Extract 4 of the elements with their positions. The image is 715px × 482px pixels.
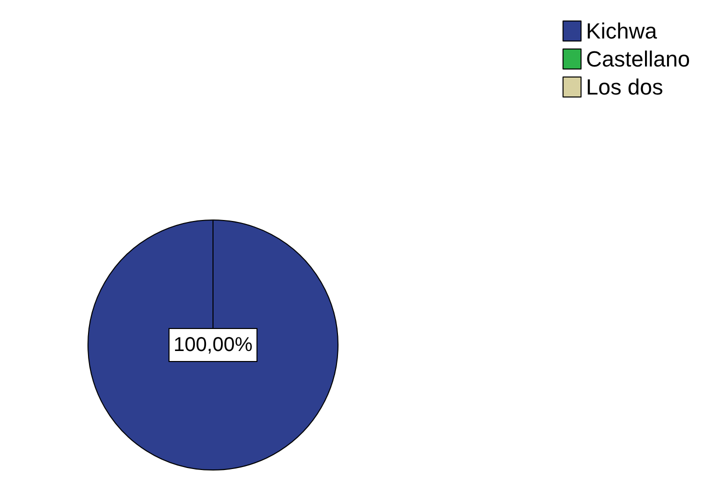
legend-label: Castellano xyxy=(586,46,690,72)
legend-label: Los dos xyxy=(586,74,664,100)
data-label: 100,00% xyxy=(174,334,253,356)
legend-label: Kichwa xyxy=(586,18,658,44)
